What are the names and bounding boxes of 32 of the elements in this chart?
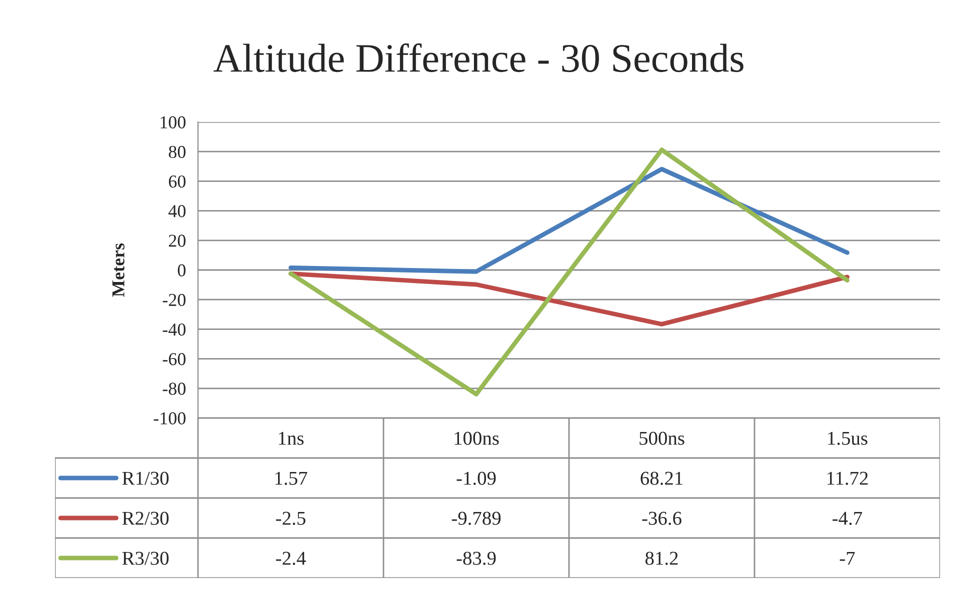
y-tick-label: 20 [168,234,186,247]
data-label: -36.6 [642,512,682,525]
data-label: 68.21 [640,472,682,485]
y-tick-label: -40 [162,323,186,336]
data-label: 11.72 [827,472,868,485]
data-label: -4.7 [832,512,862,525]
y-tick-label: 100 [160,116,186,128]
y-tick-label: -80 [162,382,186,395]
x-tick-label: 1ns [278,432,304,445]
y-tick-label: 60 [168,175,186,188]
y-tick-label: 0 [178,264,186,276]
y-tick-label: -20 [162,294,186,306]
data-label: -1.09 [456,472,496,485]
chart-title: Altitude Difference - 30 Seconds [214,43,744,72]
legend-label: R2/30 [122,512,169,525]
y-axis-title: Meters [112,243,124,297]
legend-label: R1/30 [122,472,169,485]
data-label: -7 [840,552,855,565]
data-label: -9.789 [452,512,501,525]
legend-label: R3/30 [122,552,169,565]
x-tick-label: 500ns [640,432,684,445]
data-label: 81.2 [645,552,678,565]
y-tick-label: 40 [168,205,186,218]
y-tick-label: -60 [162,353,186,366]
y-tick-label: 80 [168,146,186,158]
data-label: -83.9 [456,552,496,565]
data-label: -2.5 [276,512,306,525]
y-tick-label: -100 [154,412,186,424]
x-tick-label: 100ns [454,432,499,445]
x-tick-label: 1.5us [828,432,868,445]
data-label: 1.57 [275,472,308,485]
data-label: -2.4 [276,552,306,565]
